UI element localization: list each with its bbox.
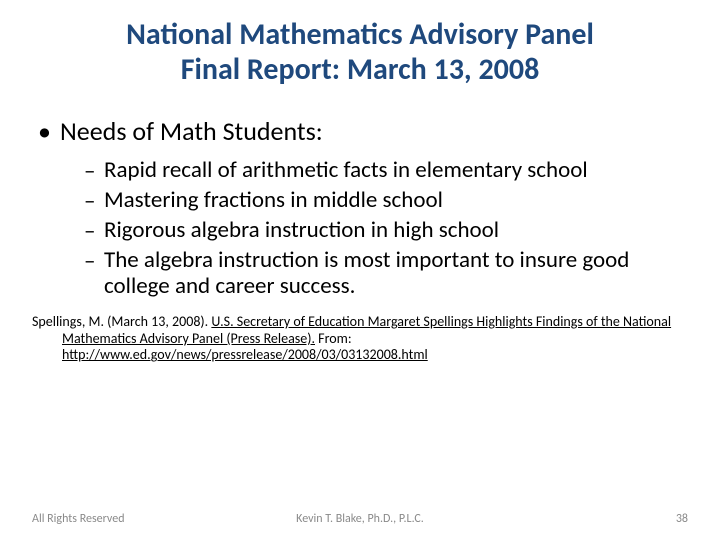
subitem-text: The algebra instruction is most importan… [104,247,690,300]
bullet-level2: – Rigorous algebra instruction in high s… [84,217,690,245]
citation-from-label: From: [315,330,352,347]
dash-glyph: – [84,187,104,215]
slide-footer: All Rights Reserved Kevin T. Blake, Ph.D… [0,512,720,526]
footer-center: Kevin T. Blake, Ph.D., P.L.C. [296,512,424,526]
title-line-2: Final Report: March 13, 2008 [30,53,690,88]
subitem-text: Rigorous algebra instruction in high sch… [104,217,690,243]
bullet-glyph: • [34,115,60,147]
bullet-level2: – The algebra instruction is most import… [84,247,690,300]
slide-title: National Mathematics Advisory Panel Fina… [30,18,690,87]
bullet-level1: • Needs of Math Students: [34,115,690,147]
dash-glyph: – [84,247,104,275]
footer-left: All Rights Reserved [32,512,125,526]
subitem-text: Rapid recall of arithmetic facts in elem… [104,157,690,183]
dash-glyph: – [84,157,104,185]
slide: National Mathematics Advisory Panel Fina… [0,0,720,540]
citation: Spellings, M. (March 13, 2008). U.S. Sec… [30,314,690,364]
citation-url: http://www.ed.gov/news/pressrelease/2008… [62,346,428,363]
title-line-1: National Mathematics Advisory Panel [30,18,690,53]
slide-body: • Needs of Math Students: – Rapid recall… [30,115,690,300]
bullet-level2: – Mastering fractions in middle school [84,187,690,215]
citation-text: Spellings, M. (March 13, 2008). U.S. Sec… [32,314,686,364]
subitem-text: Mastering fractions in middle school [104,187,690,213]
bullet-level2: – Rapid recall of arithmetic facts in el… [84,157,690,185]
citation-prefix: Spellings, M. (March 13, 2008). [32,313,211,330]
footer-page-number: 38 [676,512,688,526]
bullet-heading-text: Needs of Math Students: [60,115,690,147]
dash-glyph: – [84,217,104,245]
